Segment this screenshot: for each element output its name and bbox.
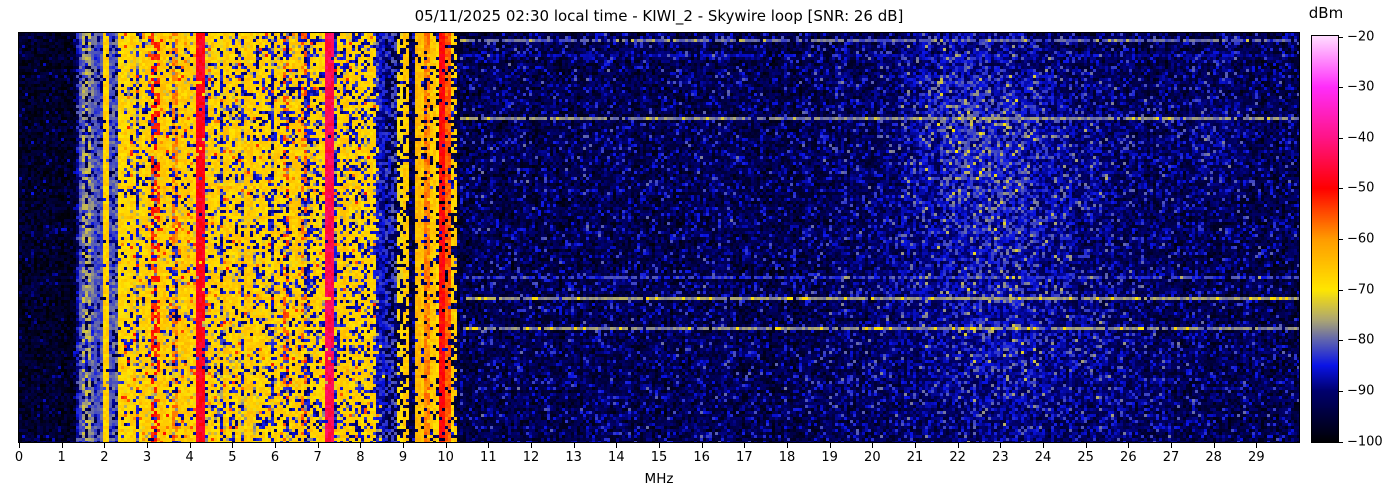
x-tick-label: 4 xyxy=(185,450,194,465)
x-tick-mark xyxy=(1085,443,1087,448)
x-tick-mark xyxy=(147,443,148,448)
x-tick-label: 28 xyxy=(1205,450,1222,465)
colorbar-frame xyxy=(1311,35,1339,443)
x-tick-mark xyxy=(1256,443,1258,448)
x-tick-label: 3 xyxy=(142,450,152,465)
x-tick-label: 27 xyxy=(1162,450,1180,465)
x-tick-label: 5 xyxy=(228,450,237,465)
x-tick-mark xyxy=(957,443,959,448)
x-tick-mark xyxy=(275,443,276,448)
x-tick-label: 14 xyxy=(608,450,625,465)
colorbar-tick-mark xyxy=(1339,289,1343,291)
colorbar-tick-mark xyxy=(1339,36,1343,38)
x-tick-label: 26 xyxy=(1120,450,1137,465)
x-tick-label: 18 xyxy=(778,450,796,465)
x-tick-mark xyxy=(573,443,575,448)
x-tick-label: 7 xyxy=(313,450,322,465)
x-tick-mark xyxy=(403,443,404,448)
x-tick-label: 11 xyxy=(480,450,497,465)
x-tick-label: 0 xyxy=(14,450,24,465)
x-tick-label: 9 xyxy=(398,450,408,465)
x-tick-mark xyxy=(531,443,532,448)
x-tick-mark xyxy=(1213,443,1215,448)
x-tick-mark xyxy=(701,443,703,448)
x-tick-mark xyxy=(616,443,618,448)
x-tick-mark xyxy=(317,443,319,448)
x-tick-mark xyxy=(744,443,746,448)
colorbar-tick-label: −60 xyxy=(1347,231,1375,247)
x-tick-mark xyxy=(360,443,362,448)
x-tick-mark xyxy=(104,443,106,448)
x-tick-label: 10 xyxy=(437,450,454,465)
colorbar-tick-mark xyxy=(1339,239,1343,240)
x-tick-label: 22 xyxy=(949,450,966,465)
x-tick-label: 17 xyxy=(736,450,753,465)
colorbar-canvas xyxy=(1312,36,1338,442)
x-tick-label: 29 xyxy=(1248,450,1265,465)
x-tick-mark xyxy=(1171,443,1172,448)
x-tick-label: 8 xyxy=(356,450,365,465)
colorbar-tick-label: −50 xyxy=(1347,180,1375,196)
x-tick-label: 16 xyxy=(693,450,710,465)
colorbar-tick-label: −90 xyxy=(1347,383,1375,399)
x-tick-mark xyxy=(1043,443,1044,448)
x-tick-mark xyxy=(1128,443,1130,448)
colorbar-tick-mark xyxy=(1339,390,1343,392)
x-tick-label: 23 xyxy=(992,450,1009,465)
colorbar-tick-mark xyxy=(1339,137,1343,139)
plot-title: 05/11/2025 02:30 local time - KIWI_2 - S… xyxy=(414,7,904,25)
x-tick-label: 21 xyxy=(906,450,924,465)
x-tick-mark xyxy=(445,443,447,448)
x-tick-label: 13 xyxy=(565,450,582,465)
x-tick-label: 20 xyxy=(864,450,881,465)
x-tick-label: 19 xyxy=(821,450,838,465)
colorbar-tick-label: −30 xyxy=(1347,79,1375,95)
colorbar-tick-mark xyxy=(1339,87,1343,89)
x-tick-mark xyxy=(659,443,660,448)
x-tick-mark xyxy=(915,443,916,448)
x-tick-mark xyxy=(829,443,831,448)
x-tick-label: 12 xyxy=(522,450,540,465)
waterfall-canvas xyxy=(19,33,1299,442)
colorbar-tick-mark xyxy=(1339,188,1343,190)
colorbar-tick-label: −20 xyxy=(1347,29,1375,44)
x-tick-mark xyxy=(488,443,490,448)
x-tick-label: 1 xyxy=(57,450,66,465)
x-tick-label: 6 xyxy=(270,450,280,465)
x-tick-mark xyxy=(19,443,20,448)
x-tick-mark xyxy=(61,443,63,448)
x-axis-label: MHz xyxy=(644,471,674,487)
x-tick-mark xyxy=(1000,443,1002,448)
colorbar-tick-label: −100 xyxy=(1347,434,1383,449)
waterfall-plot-frame xyxy=(18,32,1300,443)
x-tick-mark xyxy=(232,443,234,448)
colorbar-tick-mark xyxy=(1339,441,1343,443)
x-tick-mark xyxy=(872,443,874,448)
x-tick-mark xyxy=(787,443,788,448)
x-tick-label: 15 xyxy=(650,450,668,465)
x-tick-label: 25 xyxy=(1077,450,1094,465)
colorbar-tick-label: −70 xyxy=(1347,282,1375,298)
colorbar-label: dBm xyxy=(1308,4,1344,22)
x-tick-label: 2 xyxy=(100,450,109,465)
x-tick-mark xyxy=(189,443,191,448)
colorbar-tick-label: −80 xyxy=(1347,332,1375,348)
x-tick-label: 24 xyxy=(1034,450,1052,465)
colorbar-tick-mark xyxy=(1339,340,1343,342)
colorbar-tick-label: −40 xyxy=(1347,130,1375,146)
